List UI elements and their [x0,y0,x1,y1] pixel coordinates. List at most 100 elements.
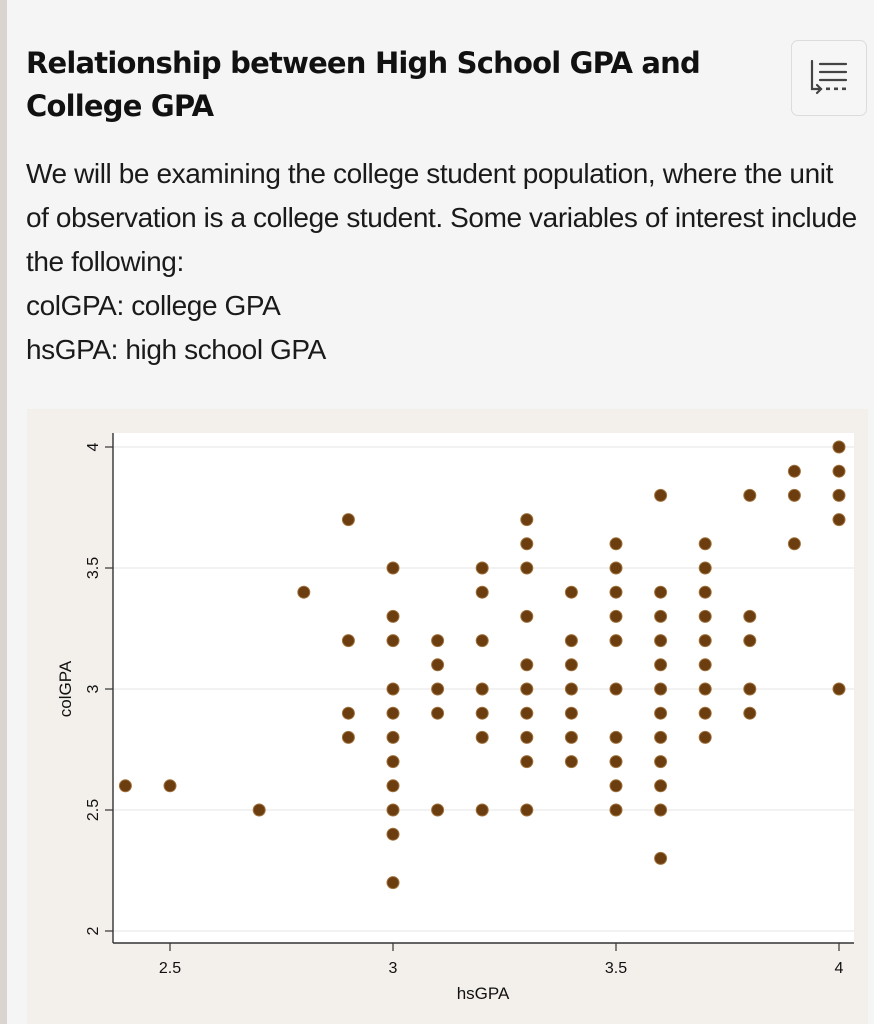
data-point [698,585,712,599]
data-point [475,561,489,575]
data-point [743,706,757,720]
data-point [564,634,578,648]
data-point [564,730,578,744]
data-point [475,803,489,817]
data-point [654,730,668,744]
y-tick-label: 3 [85,684,102,693]
data-point [609,755,623,769]
data-point [654,658,668,672]
data-point [475,706,489,720]
data-point [520,537,534,551]
data-point [787,488,801,502]
data-point [787,537,801,551]
intro-text: We will be examining the college student… [26,152,861,372]
data-point [431,634,445,648]
data-point [564,658,578,672]
data-point [564,682,578,696]
axes [112,433,854,944]
data-point [341,513,355,527]
data-point [787,464,801,478]
data-point [609,634,623,648]
data-point [698,682,712,696]
y-tick-label: 2.5 [85,799,102,821]
data-point [654,755,668,769]
x-tick-label: 4 [835,960,844,977]
data-point [520,803,534,817]
data-point [475,682,489,696]
x-tick-label: 3.5 [605,960,627,977]
data-point [520,730,534,744]
page-title: Relationship between High School GPA and… [26,46,701,123]
data-point [341,634,355,648]
table-of-contents-icon [810,59,848,95]
data-point [520,609,534,623]
data-point [520,682,534,696]
intro-paragraph: We will be examining the college student… [26,158,857,277]
data-points [118,440,846,890]
data-point [386,561,400,575]
data-point [654,609,668,623]
data-point [743,609,757,623]
data-point [520,755,534,769]
data-point [609,803,623,817]
data-point [698,537,712,551]
x-axis-label: hsGPA [457,984,510,1003]
data-point [475,585,489,599]
y-tick-label: 2 [85,926,102,935]
data-point [609,609,623,623]
data-point [564,755,578,769]
data-point [654,851,668,865]
data-point [698,561,712,575]
variable-definition-hsgpa: hsGPA: high school GPA [26,334,326,365]
data-point [698,706,712,720]
data-point [698,658,712,672]
data-point [743,682,757,696]
data-point [743,634,757,648]
table-of-contents-button[interactable] [791,40,867,116]
data-point [520,706,534,720]
data-point [475,634,489,648]
y-tick-label: 3.5 [85,557,102,579]
data-point [832,513,846,527]
data-point [252,803,266,817]
data-point [386,730,400,744]
data-point [832,682,846,696]
data-point [654,779,668,793]
data-point [341,706,355,720]
data-point [431,803,445,817]
data-point [520,658,534,672]
scatter-plot: 2 2.5 3 3.5 4 2.5 3 3.5 4 hsGPA colGPA [56,433,854,1003]
data-point [386,706,400,720]
data-point [698,730,712,744]
data-point [163,779,177,793]
data-point [386,827,400,841]
data-point [386,634,400,648]
data-point [386,779,400,793]
data-point [386,876,400,890]
data-point [386,609,400,623]
x-tick-label: 3 [389,960,398,977]
data-point [654,585,668,599]
data-point [743,488,757,502]
data-point [609,682,623,696]
data-point [609,561,623,575]
data-point [431,658,445,672]
y-axis-label: colGPA [56,660,75,717]
page-left-border [0,0,7,1024]
data-point [564,706,578,720]
data-point [386,755,400,769]
data-point [475,730,489,744]
data-point [520,513,534,527]
data-point [609,730,623,744]
data-point [118,779,132,793]
data-point [386,803,400,817]
data-point [654,803,668,817]
data-point [832,440,846,454]
data-point [832,488,846,502]
data-point [341,730,355,744]
data-point [698,609,712,623]
x-axis-ticks: 2.5 3 3.5 4 [159,943,844,977]
data-point [832,464,846,478]
data-point [431,706,445,720]
y-axis-ticks: 2 2.5 3 3.5 4 [85,442,113,935]
